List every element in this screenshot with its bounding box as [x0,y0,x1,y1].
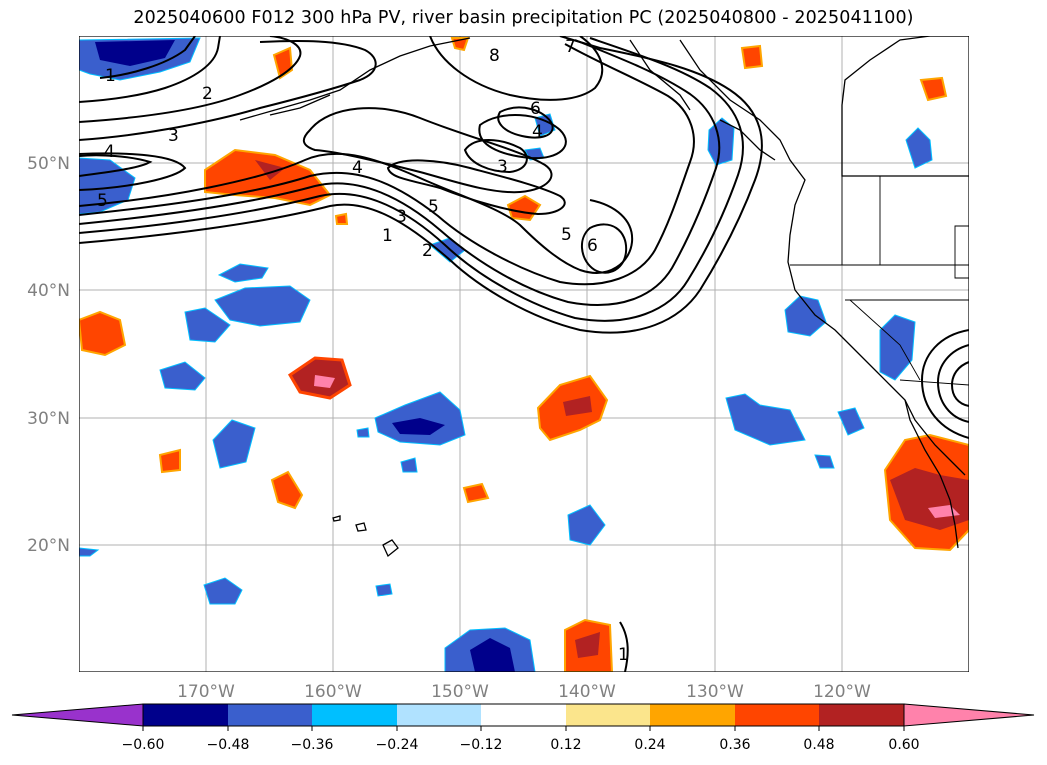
lat-label: 40°N [27,281,70,301]
latitude-labels: 50°N 40°N 30°N 20°N [27,154,70,556]
pv-label: 6 [587,236,598,256]
colorbar-tick-label: −0.36 [291,737,334,753]
colorbar-tick-label: 0.60 [888,737,919,753]
political-borders [790,176,969,386]
colorbar-bin [735,704,819,726]
lon-label: 160°W [304,682,362,702]
colorbar-tick-label: −0.24 [376,737,419,753]
lat-label: 20°N [27,536,70,556]
lat-label: 50°N [27,154,70,174]
colorbar-extend-high [903,703,1035,727]
colorbar-ticks [142,726,905,731]
coastlines [239,36,969,558]
pv-label: 1 [618,645,629,665]
pv-label: 4 [532,122,543,142]
pv-label: 4 [104,142,115,162]
longitude-labels: 170°W 160°W 150°W 140°W 130°W 120°W [177,682,871,702]
pv-label: 3 [396,207,407,227]
pv-label: 5 [561,225,572,245]
map-area: 1 2 3 4 5 8 7 6 4 3 5 6 4 3 5 1 2 1 [79,36,969,672]
pv-label: 1 [105,66,116,86]
colorbar-bin [650,704,735,726]
lon-label: 170°W [177,682,235,702]
lon-label: 130°W [686,682,744,702]
lon-label: 150°W [431,682,489,702]
colorbar-tick-label: 0.24 [634,737,665,753]
pv-label: 2 [422,241,433,261]
pv-label: 7 [565,37,576,57]
colorbar-tick-label: 0.36 [719,737,750,753]
pv-label: 3 [497,157,508,177]
colorbar-bin [143,704,228,726]
pv-label: 1 [382,226,393,246]
pv-label: 3 [168,126,179,146]
pv-label: 4 [352,158,363,178]
pv-label: 5 [428,197,439,217]
colorbar-tick-label: −0.48 [207,737,250,753]
colorbar-bin [228,704,312,726]
positive-precip-anomalies [79,37,969,672]
pv-label: 2 [202,84,213,104]
lon-label: 120°W [813,682,871,702]
colorbar-bin [481,704,566,726]
negative-precip-anomalies [79,37,933,672]
colorbar-bin [566,704,650,726]
pv-contour-labels: 1 2 3 4 5 8 7 6 4 3 5 6 4 3 5 1 2 1 [97,37,629,665]
pv-label: 5 [97,191,108,211]
lon-label: 140°W [558,682,616,702]
colorbar-extend-low [11,703,144,727]
colorbar-tick-label: 0.12 [550,737,581,753]
colorbar-bin [397,704,481,726]
lat-label: 30°N [27,409,70,429]
colorbar-tick-label: −0.60 [122,737,165,753]
colorbar-bin [312,704,397,726]
colorbar: −0.60 −0.48 −0.36 −0.24 −0.12 0.12 0.24 … [11,703,1035,753]
colorbar-tick-label: 0.48 [803,737,834,753]
colorbar-tick-label: −0.12 [460,737,503,753]
pv-label: 8 [489,46,500,66]
map-title: 2025040600 F012 300 hPa PV, river basin … [133,8,914,28]
colorbar-bin [819,704,904,726]
pv-label: 6 [530,99,541,119]
pv-contours [79,36,969,672]
